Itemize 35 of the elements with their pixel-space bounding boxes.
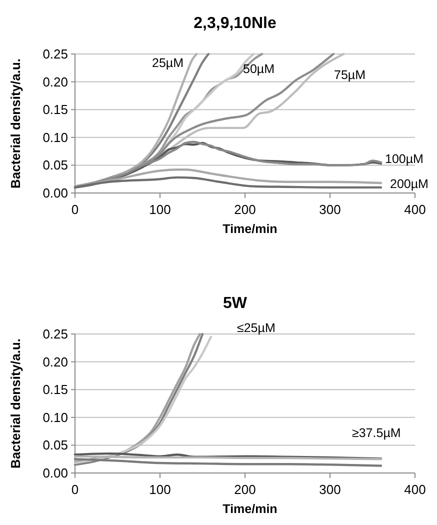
x-tick-label: 100 <box>149 482 171 497</box>
x-tick-label: 200 <box>234 482 256 497</box>
y-tick-label: 0.25 <box>42 46 68 62</box>
x-tick-label: 400 <box>404 202 426 217</box>
x-tick-label: 300 <box>319 482 341 497</box>
y-tick-label: 0.15 <box>42 382 68 398</box>
x-tick-label: 300 <box>319 202 341 217</box>
y-tick-label: 0.10 <box>42 130 68 145</box>
chart-title: 2,3,9,10Nle <box>194 15 276 32</box>
annotation: 25µM <box>152 56 184 70</box>
y-tick-label: 0.00 <box>42 186 68 200</box>
annotation: ≥37.5µM <box>352 426 401 440</box>
x-tick-label: 100 <box>149 202 171 217</box>
x-tick-label: 0 <box>71 202 79 217</box>
chart-title: 5W <box>223 295 248 312</box>
x-tick-label: 0 <box>71 482 79 497</box>
y-tick-label: 0.00 <box>42 466 68 480</box>
y-tick-label: 0.25 <box>42 326 68 342</box>
y-axis-title: Bacterial density/a.u. <box>8 58 23 189</box>
y-axis-title: Bacterial density/a.u. <box>8 338 23 469</box>
x-tick-label: 400 <box>404 482 426 497</box>
y-tick-label: 0.20 <box>42 74 68 90</box>
annotation: 200µM <box>390 177 428 191</box>
y-tick-label: 0.05 <box>42 438 68 453</box>
x-tick-label: 200 <box>234 202 256 217</box>
y-tick-label: 0.15 <box>42 102 68 118</box>
x-axis-title: Time/min <box>222 502 278 516</box>
annotation: ≤25µM <box>237 321 276 335</box>
annotation: 100µM <box>385 152 424 166</box>
x-axis-title: Time/min <box>222 222 278 236</box>
y-tick-label: 0.20 <box>42 354 68 370</box>
y-tick-label: 0.05 <box>42 158 68 173</box>
annotation: 75µM <box>334 68 366 82</box>
annotation: 50µM <box>243 62 275 76</box>
y-tick-label: 0.10 <box>42 410 68 425</box>
